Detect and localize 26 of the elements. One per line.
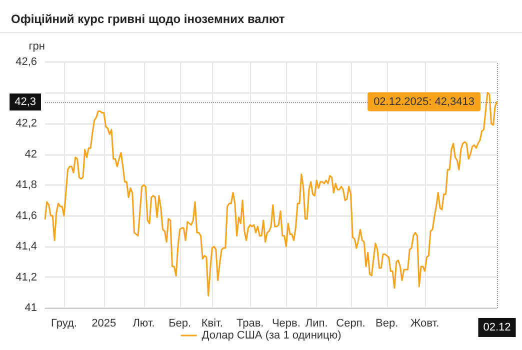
line-series <box>44 92 498 296</box>
x-tick-label: Груд. <box>51 318 77 330</box>
y-tick-label: 41,8 <box>16 179 37 191</box>
y-tick-label: 42,2 <box>16 118 37 130</box>
chart-title: Офіційний курс гривні щодо іноземних валют <box>11 12 285 26</box>
y-tick-label: 41,6 <box>16 210 37 222</box>
x-tick-label: 2025 <box>92 318 116 330</box>
x-tick-label: Черв. <box>272 318 300 330</box>
y-tick-label: 41,4 <box>16 240 37 252</box>
x-tick-label: Лип. <box>305 318 328 330</box>
y-tick-label: 41,2 <box>16 271 37 284</box>
y-tick-label: 42 <box>24 148 37 160</box>
annotation: 02.12.2025: 42,3413 <box>374 96 474 108</box>
ref-line-label: 42,3 <box>14 96 36 108</box>
x-tick-label: Серп. <box>336 318 366 330</box>
x-tick-label: Вер. <box>376 318 398 330</box>
x-tick-label: Бер. <box>168 318 192 330</box>
y-tick-label: 42,6 <box>16 56 37 68</box>
x-tick-label: 02.12 <box>483 322 511 334</box>
y-tick-label: 41 <box>24 302 37 314</box>
y-axis-title: грн <box>28 40 45 52</box>
x-tick-label: Жовт. <box>410 318 440 330</box>
x-tick-label: Трав. <box>236 318 264 330</box>
x-tick-label: Квіт. <box>201 318 223 330</box>
legend-label: Долар США (за 1 одиницю) <box>202 330 342 342</box>
x-tick-label: Лют. <box>132 318 155 330</box>
